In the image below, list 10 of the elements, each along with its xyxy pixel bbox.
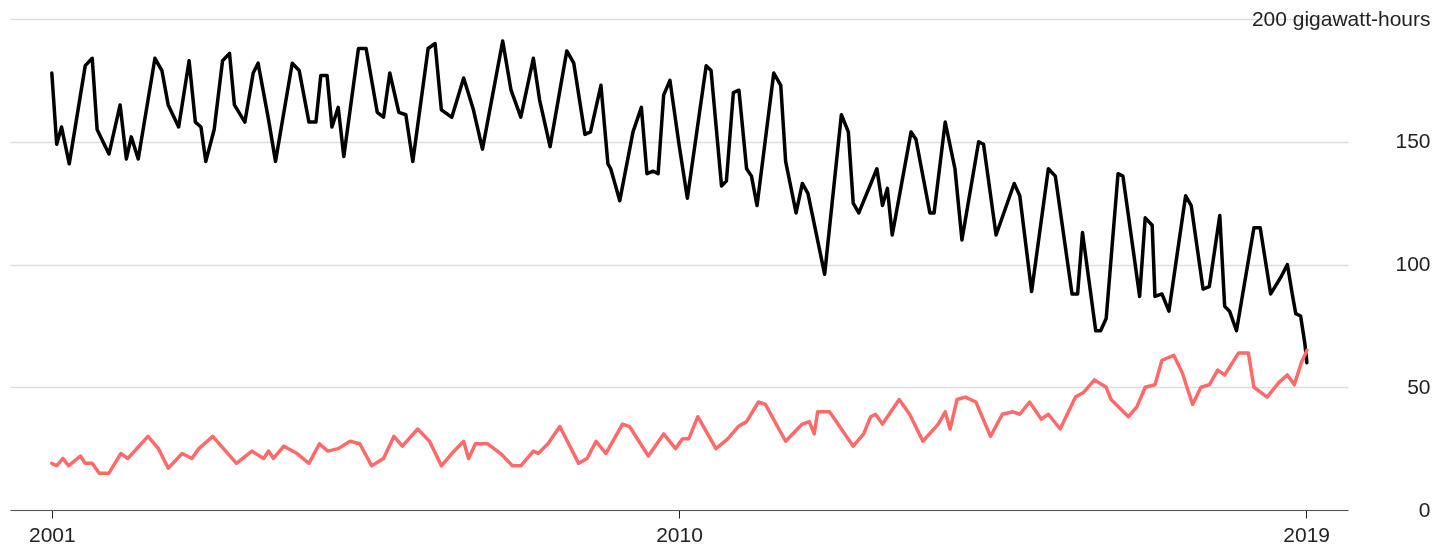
x-tick-label: 2010 (656, 522, 703, 546)
y-tick-label: 150 (1395, 129, 1431, 153)
line-series (50, 348, 1309, 475)
x-tick-label: 2019 (1283, 522, 1331, 546)
y-tick-label: 0 (1418, 497, 1431, 521)
y-tick-label: 200 gigawatt-hours (1251, 6, 1431, 30)
y-tick-label: 50 (1407, 374, 1431, 398)
y-tick-label: 100 (1395, 252, 1431, 275)
line-series (50, 39, 1309, 365)
x-tick-label: 2001 (28, 522, 76, 546)
